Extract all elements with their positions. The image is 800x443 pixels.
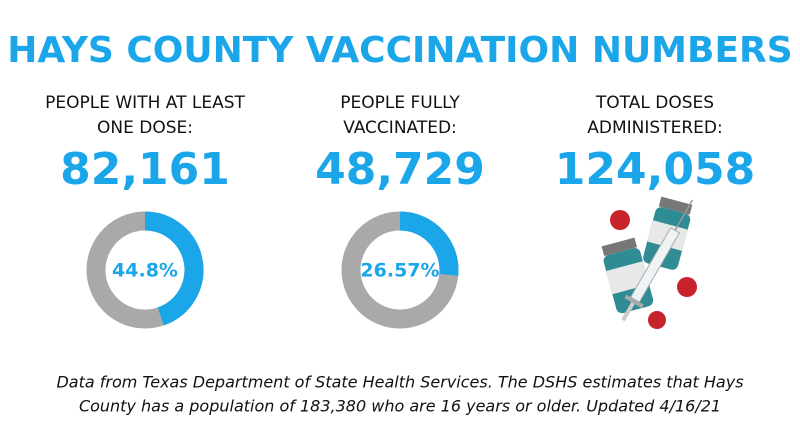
virus [610, 210, 630, 230]
stat-label: ONE DOSE: [97, 118, 193, 138]
vaccine-illustration [601, 196, 697, 329]
stat-value: 48,729 [315, 144, 485, 195]
donut-arc [399, 211, 459, 276]
stat-label: PEOPLE WITH AT LEAST [45, 93, 245, 113]
donut-label: 26.57% [360, 260, 439, 282]
syringe [621, 199, 694, 322]
stat-label: ADMINISTERED: [587, 118, 722, 138]
title: HAYS COUNTY VACCINATION NUMBERS [7, 30, 792, 71]
donut-arc [144, 211, 204, 326]
stats: PEOPLE WITH AT LEAST ONE DOSE: 82,161 44.8%… [45, 93, 755, 329]
stat-label: TOTAL DOSES [595, 93, 714, 113]
footnote: County has a population of 183,380 who a… [79, 397, 721, 416]
virus [648, 311, 666, 329]
donut-label: 44.8% [112, 260, 178, 282]
virus [677, 277, 697, 297]
stat-value: 82,161 [60, 144, 230, 195]
stat-label: VACCINATED: [343, 118, 457, 138]
footnote: Data from Texas Department of State Heal… [56, 373, 743, 392]
stat-value: 124,058 [555, 144, 755, 195]
stat-label: PEOPLE FULLY [340, 93, 460, 113]
